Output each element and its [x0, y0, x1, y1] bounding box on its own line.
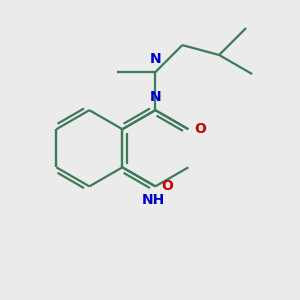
Text: NH: NH	[142, 193, 165, 207]
Text: O: O	[162, 179, 173, 194]
Text: N: N	[150, 90, 161, 104]
Text: O: O	[195, 122, 206, 136]
Text: N: N	[150, 52, 161, 66]
